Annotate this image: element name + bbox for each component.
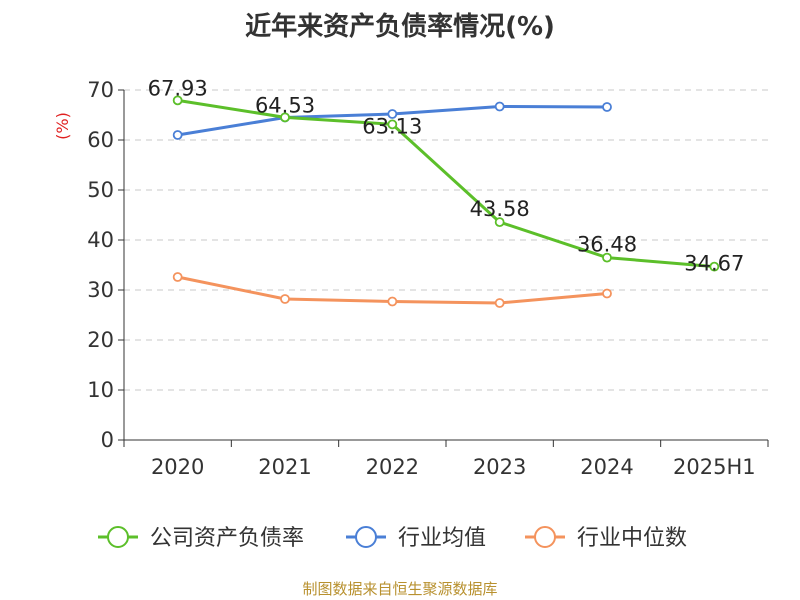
data-point	[602, 252, 612, 263]
y-tick-label: 40	[87, 228, 114, 252]
data-point	[280, 294, 290, 304]
y-tick-label: 20	[87, 328, 114, 352]
data-point	[387, 119, 398, 130]
data-point	[709, 261, 720, 272]
x-tick-label: 2024	[580, 455, 633, 479]
legend: 公司资产负债率 行业均值 行业中位数	[98, 526, 687, 551]
axes: 0 10 20 30 40 50 60 70 2020 2021 2022 2023 2024 2025H…	[53, 78, 769, 479]
source-footer: 制图数据来自恒生聚源数据库	[302, 580, 498, 598]
legend-marker	[534, 526, 556, 548]
legend-label: 公司资产负债率	[150, 526, 304, 551]
y-tick-label: 10	[87, 378, 114, 402]
legend-label: 行业中位数	[577, 526, 687, 551]
y-tick-label: 0	[101, 428, 114, 452]
data-label: 64.53	[255, 93, 315, 117]
series-lines	[172, 95, 720, 308]
data-label: 36.48	[577, 233, 637, 257]
data-point	[172, 95, 183, 106]
data-point	[602, 288, 612, 299]
data-labels: 67.93 64.53 63.13 43.58 36.48 34.67	[148, 76, 745, 275]
data-point	[494, 101, 505, 112]
data-point	[280, 112, 290, 123]
x-tick-label: 2020	[151, 455, 204, 479]
y-tick-label: 50	[87, 178, 114, 202]
data-point	[494, 217, 505, 228]
data-point	[387, 109, 398, 119]
x-tick-label: 2023	[473, 455, 526, 479]
legend-marker	[355, 526, 377, 548]
x-tick-label: 2025H1	[673, 455, 756, 479]
gridlines	[124, 89, 768, 391]
data-label: 67.93	[148, 76, 208, 100]
x-tick-label: 2021	[258, 455, 311, 479]
y-tick-label: 70	[87, 78, 114, 102]
data-label: 43.58	[470, 197, 530, 221]
data-point	[387, 296, 398, 307]
legend-label: 行业均值	[398, 526, 486, 551]
y-tick-label: 30	[87, 278, 114, 302]
x-tick-label: 2022	[366, 455, 419, 479]
data-label: 63.13	[362, 114, 422, 138]
legend-marker	[107, 526, 129, 548]
data-label: 34.67	[684, 252, 744, 276]
data-point	[494, 298, 505, 308]
data-point	[602, 102, 612, 112]
data-point	[172, 130, 183, 140]
y-axis-label: (%)	[53, 112, 72, 140]
data-point	[172, 272, 183, 282]
series-line	[177, 98, 715, 269]
y-tick-label: 60	[87, 128, 114, 152]
chart-title: 近年来资产负债率情况(%)	[245, 12, 555, 42]
